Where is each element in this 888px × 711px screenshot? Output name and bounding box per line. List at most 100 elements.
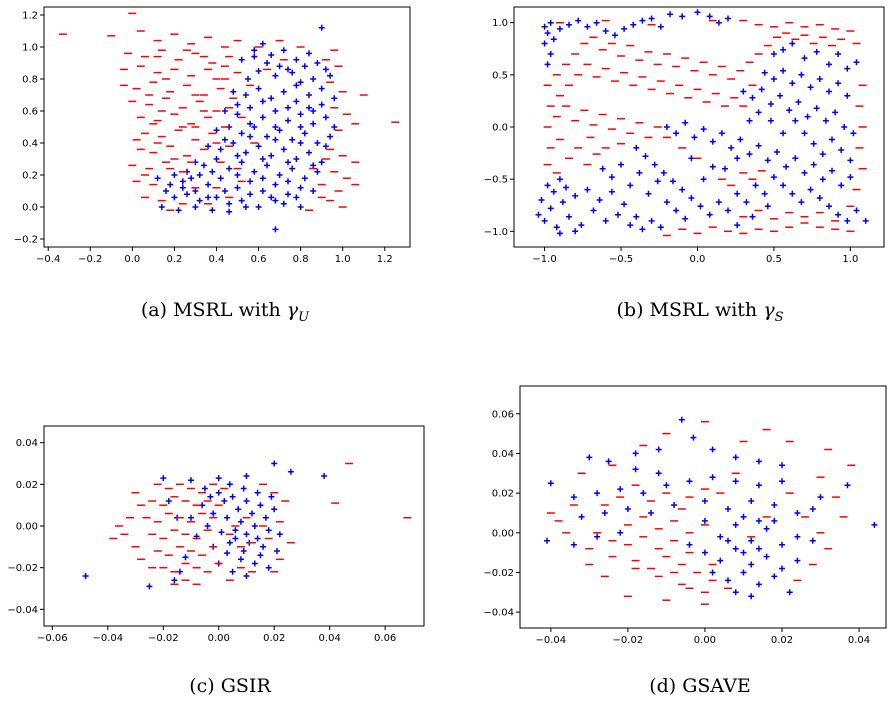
plus-point (732, 545, 739, 552)
plus-point (732, 454, 739, 461)
plus-point (285, 178, 291, 185)
plus-point (648, 15, 655, 22)
plus-point (618, 161, 624, 168)
plus-point (633, 213, 640, 220)
plus-point (639, 17, 646, 24)
y-tick-label: 1.0 (22, 43, 38, 54)
plus-point (725, 207, 731, 214)
plus-point (771, 573, 778, 580)
plus-point (255, 204, 262, 210)
plus-point (700, 126, 707, 133)
plus-point (755, 109, 762, 116)
x-tick-label: 0.2 (166, 254, 182, 265)
plus-point (318, 24, 325, 31)
plus-point (844, 482, 851, 489)
x-tick-label: 0.04 (848, 635, 870, 646)
plus-point (280, 200, 287, 207)
plus-point (247, 133, 254, 140)
plus-point (816, 76, 823, 82)
plus-point (701, 549, 708, 556)
plus-point (318, 159, 325, 166)
plus-point (764, 203, 771, 210)
plus-point (575, 17, 582, 24)
plus-point (807, 186, 814, 193)
plus-point (221, 108, 228, 114)
plus-point (232, 535, 239, 542)
plus-point (648, 217, 655, 224)
plus-point (217, 146, 224, 153)
plus-point (807, 84, 814, 91)
plus-point (819, 176, 826, 183)
plus-point (272, 108, 279, 114)
plus-point (798, 199, 805, 206)
caption-symbol: γ (287, 299, 299, 321)
plus-point (235, 506, 242, 513)
plus-point (268, 152, 275, 159)
plus-point (200, 162, 207, 169)
plus-point (792, 117, 799, 124)
plus-point (813, 105, 820, 112)
caption-text: (b) MSRL with (617, 299, 764, 321)
plus-point (230, 140, 237, 146)
plus-point (780, 46, 787, 53)
plus-point (322, 66, 329, 73)
plus-point (229, 493, 236, 500)
plus-point (657, 224, 664, 231)
plus-point (632, 450, 639, 457)
plus-point (817, 494, 824, 501)
plus-point (755, 517, 762, 524)
plus-point (639, 226, 646, 233)
plus-point (640, 490, 647, 497)
y-tick-label: 0.02 (492, 489, 514, 500)
plus-point (272, 197, 279, 204)
plus-point (215, 475, 222, 482)
plus-point (847, 174, 854, 181)
plus-point (158, 204, 165, 210)
caption-text: (d) GSAVE (649, 675, 751, 697)
y-tick-label: −0.02 (483, 568, 514, 579)
plus-point (763, 553, 770, 560)
plus-point (826, 61, 832, 68)
plus-point (229, 568, 236, 575)
y-tick-label: 0.2 (22, 171, 38, 182)
plus-point (226, 481, 233, 488)
plus-point (804, 113, 811, 120)
plus-point (541, 23, 548, 30)
plus-point (293, 82, 300, 89)
plus-point (201, 485, 208, 492)
plus-point (154, 175, 161, 182)
plus-point (280, 47, 287, 54)
plus-point (289, 69, 296, 76)
plus-point (748, 561, 755, 568)
scatter-panel-1: −1.0 −0.5 0.0 0.5 1.0 −1.0 −0.5 0.0 0.5 1.0 (b) MS… (484, 6, 885, 325)
plus-point (544, 30, 551, 37)
plus-point (780, 182, 787, 189)
plus-point (663, 124, 670, 130)
plus-point (809, 506, 816, 512)
plus-point (205, 194, 212, 201)
plus-point (632, 466, 639, 473)
plus-point (835, 80, 842, 87)
plus-point (268, 493, 275, 500)
plus-point (234, 152, 241, 159)
plus-point (594, 533, 601, 540)
plus-point (819, 151, 826, 158)
plus-point (247, 120, 254, 127)
plus-point (331, 95, 338, 102)
plus-point (686, 541, 693, 548)
plus-point (771, 502, 778, 508)
plus-point (783, 163, 790, 170)
plus-point (226, 208, 233, 215)
plus-point (272, 226, 279, 233)
plus-point (265, 527, 272, 534)
plus-point (218, 529, 225, 536)
plus-point (786, 107, 793, 114)
plus-point (838, 147, 845, 153)
plus-point (789, 80, 796, 87)
plus-point (204, 523, 211, 529)
plus-point (232, 527, 239, 534)
plus-point (841, 124, 848, 130)
plus-point (850, 130, 857, 137)
plus-point (243, 473, 250, 479)
plus-point (621, 201, 628, 208)
